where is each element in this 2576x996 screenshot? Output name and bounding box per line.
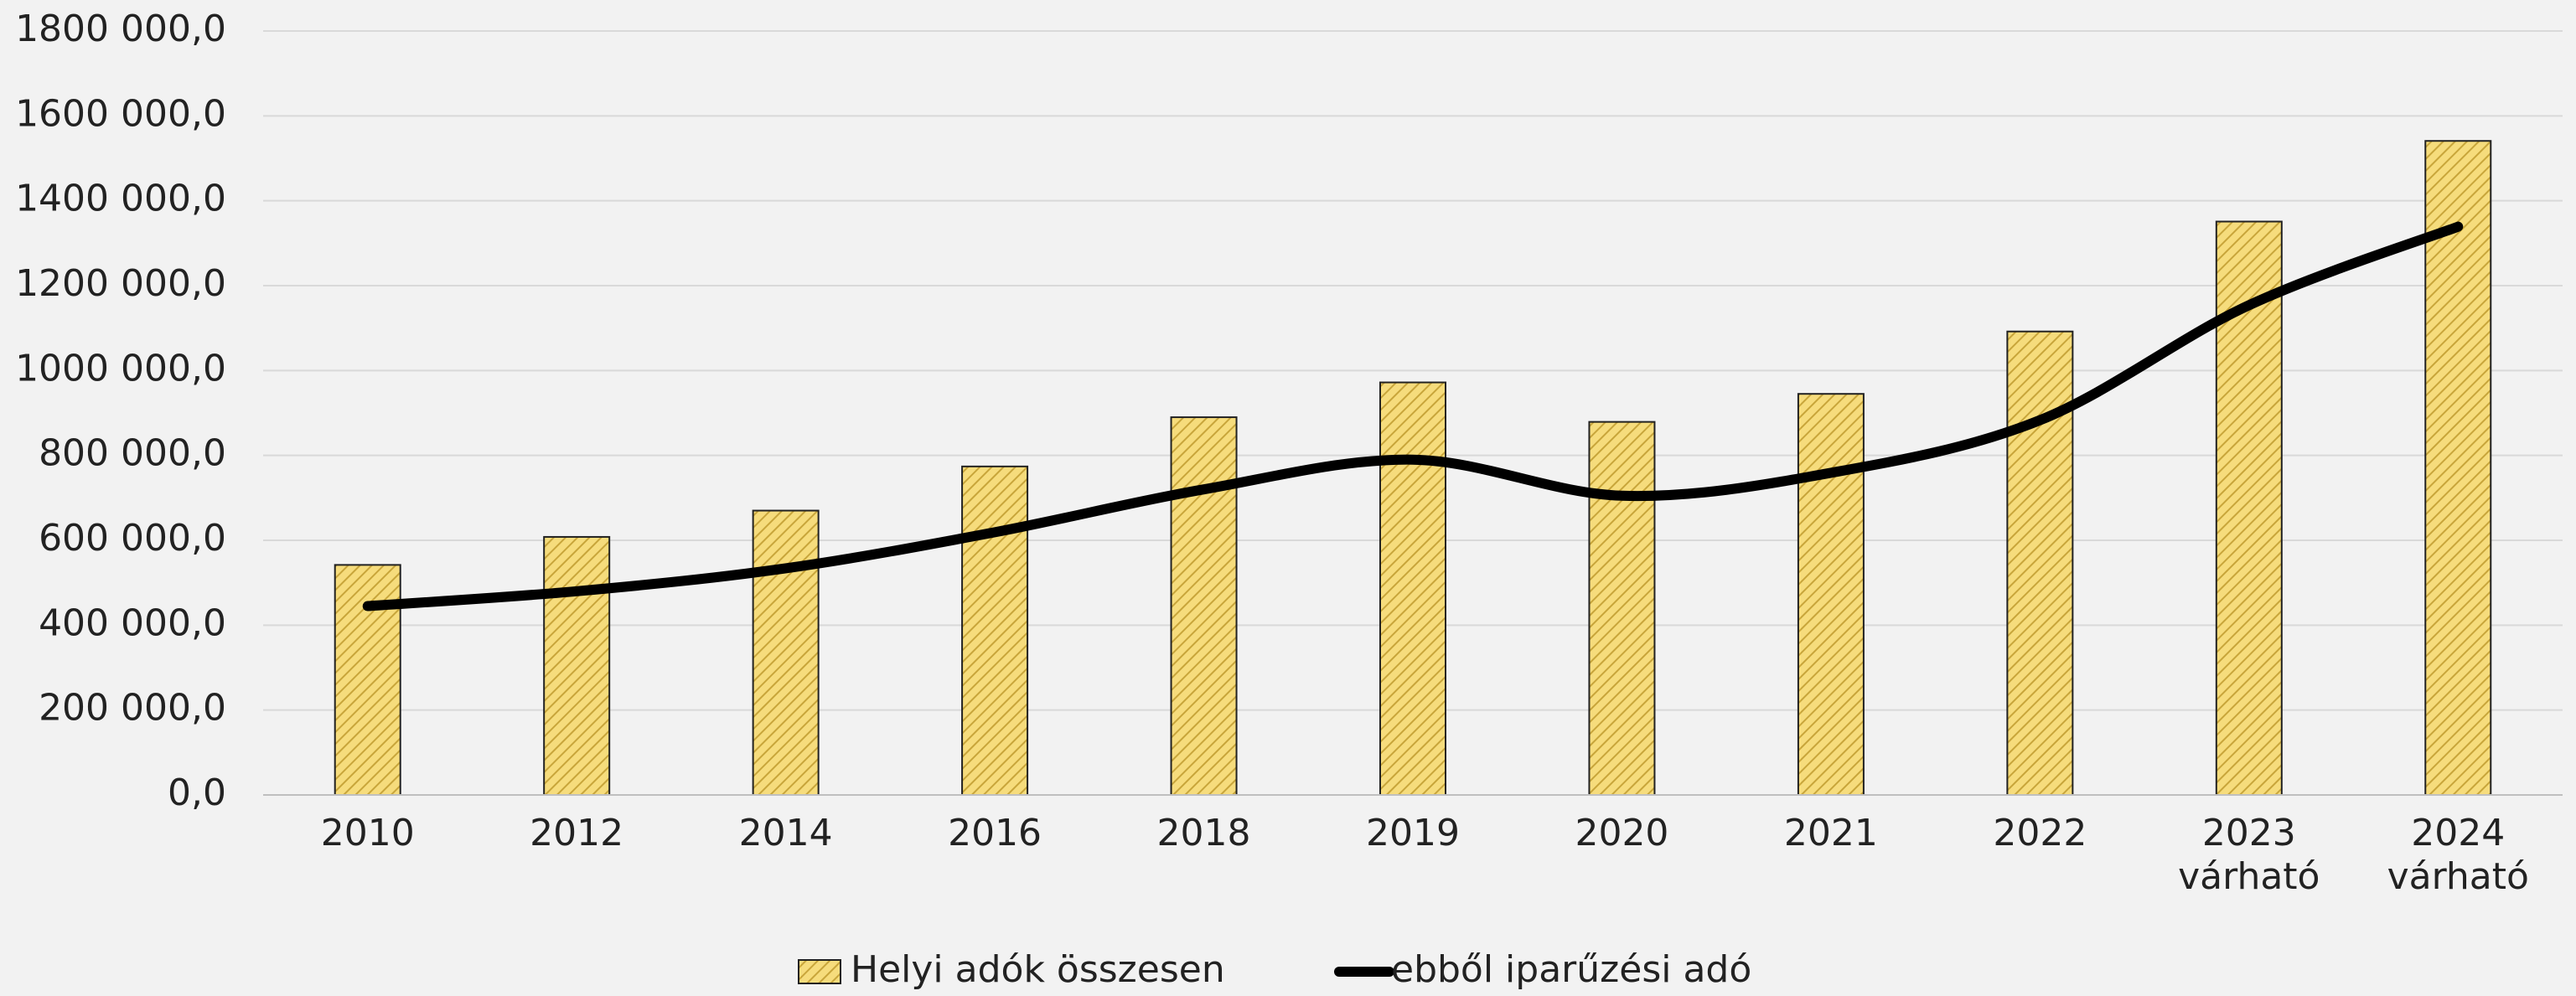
bar <box>1588 421 1656 796</box>
x-tick-label: 2023 várható <box>2178 812 2320 898</box>
x-tick-label: 2010 <box>320 812 415 854</box>
bar <box>543 535 611 796</box>
legend-label: ebből iparűzési adó <box>1391 948 1751 991</box>
y-tick-label: 1600 000,0 <box>15 92 226 135</box>
bar <box>1797 393 1865 796</box>
legend-swatch <box>798 959 841 984</box>
x-tick-label: 2024 várható <box>2387 812 2529 898</box>
x-tick-label: 2022 <box>1993 812 2087 854</box>
bar <box>1379 381 1446 796</box>
bar <box>1170 416 1238 796</box>
y-tick-label: 400 000,0 <box>39 601 226 644</box>
x-tick-label: 2014 <box>738 812 833 854</box>
bar <box>752 509 820 796</box>
bar <box>961 465 1029 797</box>
x-tick-label: 2021 <box>1783 812 1878 854</box>
y-tick-label: 1400 000,0 <box>15 178 226 220</box>
x-tick-label: 2019 <box>1366 812 1460 854</box>
bar <box>334 564 401 796</box>
bar <box>2006 330 2074 797</box>
x-tick-label: 2016 <box>948 812 1042 854</box>
y-tick-label: 600 000,0 <box>39 517 226 560</box>
y-tick-label: 1200 000,0 <box>15 262 226 305</box>
y-tick-label: 0,0 <box>168 772 226 814</box>
y-tick-label: 200 000,0 <box>39 687 226 730</box>
y-tick-label: 1800 000,0 <box>15 8 226 50</box>
legend-label: Helyi adók összesen <box>851 948 1225 991</box>
y-tick-label: 800 000,0 <box>39 432 226 475</box>
line <box>362 221 2464 612</box>
x-tick-label: 2018 <box>1156 812 1251 854</box>
x-tick-label: 2012 <box>530 812 624 854</box>
x-tick-label: 2020 <box>1575 812 1669 854</box>
y-tick-label: 1000 000,0 <box>15 347 226 390</box>
